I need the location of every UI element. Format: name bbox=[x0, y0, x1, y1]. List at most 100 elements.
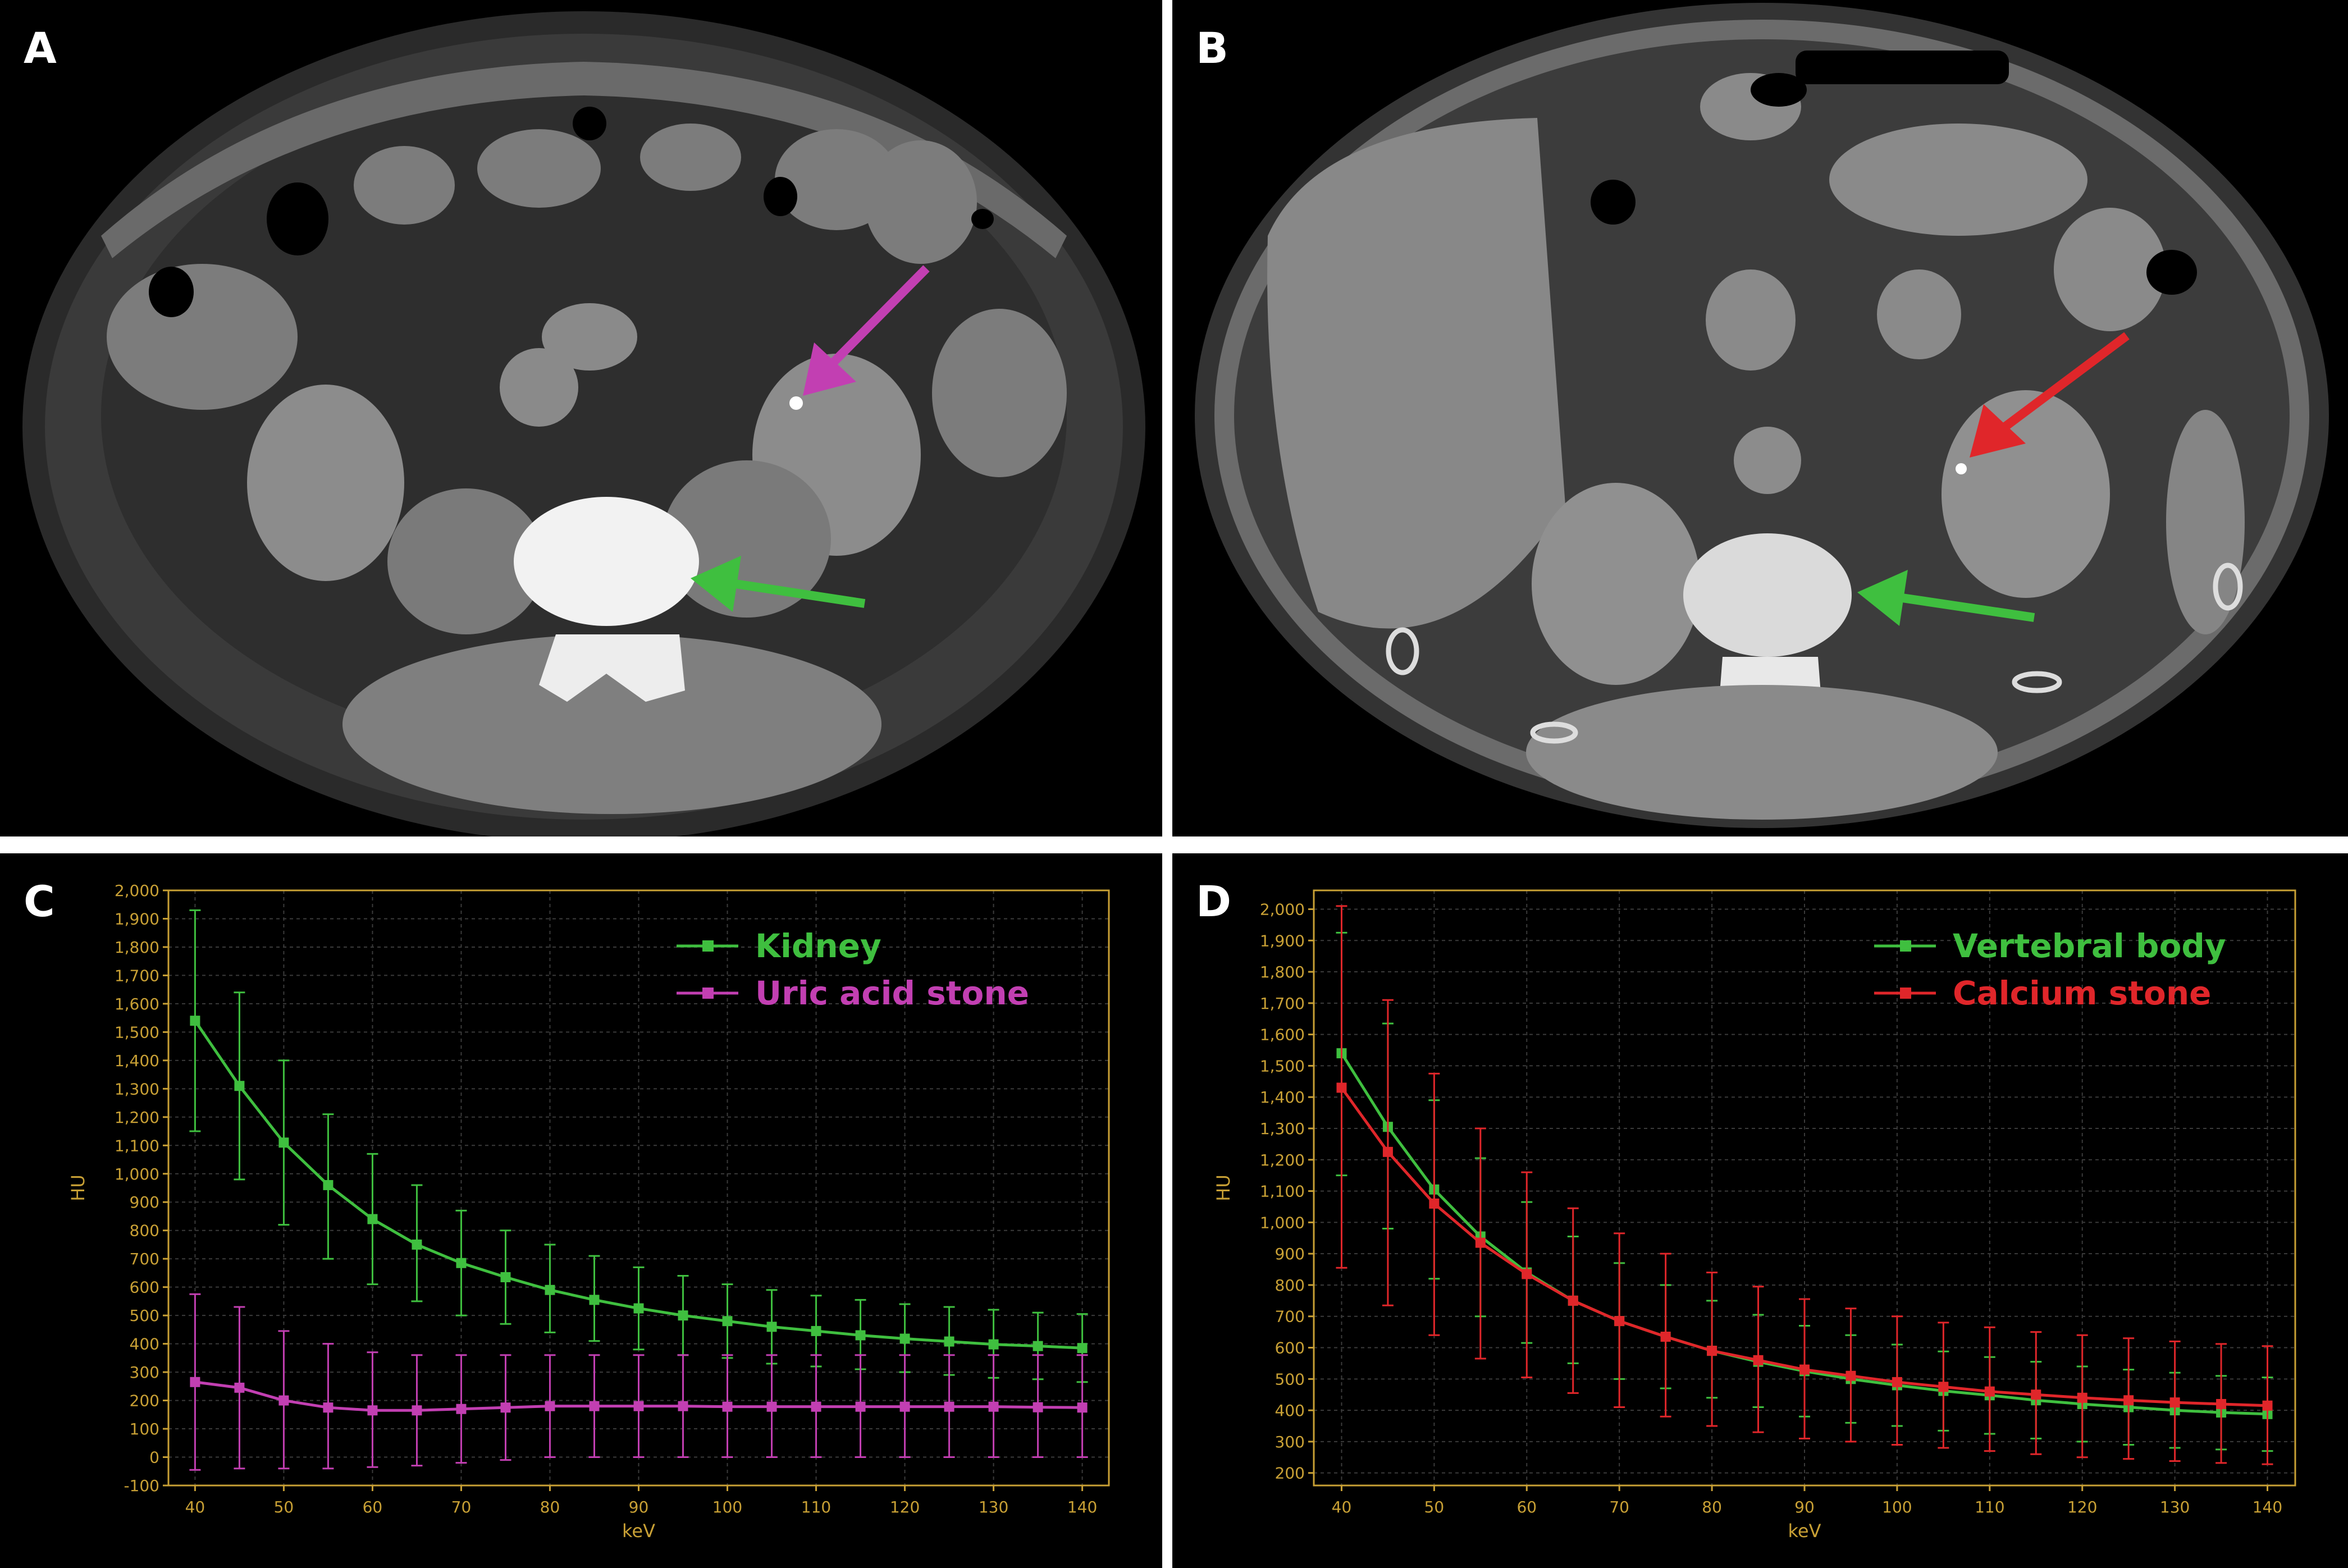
data-point bbox=[190, 1016, 200, 1026]
data-point bbox=[1892, 1377, 1902, 1387]
panel-letter-d: D bbox=[1196, 876, 1232, 926]
data-point bbox=[855, 1401, 866, 1412]
red-arrow-b bbox=[1970, 332, 2130, 458]
y-tick-label: 0 bbox=[149, 1448, 159, 1467]
y-tick-label: 1,000 bbox=[115, 1165, 159, 1183]
data-point bbox=[633, 1303, 644, 1314]
x-tick-label: 90 bbox=[1794, 1498, 1815, 1516]
y-tick-label: 900 bbox=[130, 1193, 159, 1212]
x-tick-label: 140 bbox=[2253, 1498, 2282, 1516]
data-point bbox=[1429, 1198, 1440, 1209]
y-tick-label: 1,500 bbox=[115, 1023, 159, 1041]
legend-label: Uric acid stone bbox=[755, 974, 1029, 1012]
series-2 bbox=[1336, 905, 2273, 1465]
data-point bbox=[278, 1395, 289, 1406]
green-arrow-b bbox=[1857, 570, 2035, 626]
ct-panel-a: A bbox=[0, 0, 1162, 836]
data-point bbox=[766, 1322, 777, 1332]
data-point bbox=[1522, 1269, 1532, 1279]
data-point bbox=[1660, 1332, 1671, 1342]
data-point bbox=[412, 1405, 422, 1416]
data-point bbox=[234, 1081, 245, 1091]
y-tick-label: 400 bbox=[130, 1335, 159, 1354]
liver-b bbox=[1267, 118, 1565, 629]
data-point bbox=[1382, 1146, 1393, 1157]
vertebral-body-a bbox=[514, 497, 699, 626]
data-point bbox=[988, 1401, 999, 1412]
left-kidney-b bbox=[1942, 390, 2110, 598]
magenta-arrow-a bbox=[803, 265, 930, 396]
legend-label: Calcium stone bbox=[1953, 974, 2212, 1012]
y-tick-label: 1,600 bbox=[1260, 1026, 1305, 1044]
y-tick-label: 1,700 bbox=[1260, 994, 1305, 1013]
y-axis-label: HU bbox=[67, 1174, 89, 1201]
panel-letter-a: A bbox=[24, 23, 57, 73]
data-point bbox=[589, 1401, 600, 1411]
uric-acid-stone-a bbox=[789, 396, 803, 410]
right-kidney-b bbox=[1532, 483, 1700, 685]
y-tick-label: 1,100 bbox=[115, 1136, 159, 1155]
data-point bbox=[500, 1402, 511, 1413]
y-tick-label: 700 bbox=[1275, 1308, 1305, 1326]
y-tick-label: 1,200 bbox=[1260, 1151, 1305, 1169]
data-point bbox=[278, 1137, 289, 1148]
y-tick-label: 200 bbox=[130, 1392, 159, 1410]
x-tick-label: 100 bbox=[1882, 1498, 1912, 1516]
data-point bbox=[367, 1214, 378, 1224]
data-point bbox=[456, 1258, 467, 1268]
x-tick-label: 120 bbox=[2067, 1498, 2097, 1516]
data-point bbox=[1568, 1295, 1578, 1306]
y-tick-label: 1,300 bbox=[1260, 1119, 1305, 1138]
x-tick-label: 140 bbox=[1067, 1498, 1097, 1516]
x-tick-label: 70 bbox=[451, 1498, 472, 1516]
data-point bbox=[589, 1295, 600, 1305]
y-tick-label: 600 bbox=[1275, 1339, 1305, 1357]
x-tick-label: 80 bbox=[540, 1498, 560, 1516]
y-tick-label: 400 bbox=[1275, 1401, 1305, 1420]
data-point bbox=[2123, 1395, 2134, 1406]
y-tick-label: 700 bbox=[130, 1250, 159, 1268]
data-point bbox=[412, 1239, 422, 1250]
x-tick-label: 40 bbox=[185, 1498, 205, 1516]
x-tick-label: 120 bbox=[890, 1498, 920, 1516]
vertebral-body-b bbox=[1683, 533, 1852, 657]
x-tick-label: 110 bbox=[801, 1498, 831, 1516]
y-axis-label: HU bbox=[1213, 1174, 1234, 1201]
data-point bbox=[545, 1401, 555, 1411]
data-point bbox=[1753, 1355, 1764, 1365]
data-point bbox=[1707, 1346, 1717, 1356]
y-tick-label: 1,700 bbox=[115, 966, 159, 985]
data-point bbox=[1845, 1370, 1856, 1381]
y-tick-label: -100 bbox=[124, 1476, 159, 1495]
y-tick-label: 800 bbox=[1275, 1276, 1305, 1295]
green-arrow-a bbox=[691, 556, 866, 612]
data-point bbox=[944, 1401, 954, 1412]
legend: Kidney Uric acid stone bbox=[677, 927, 1029, 1012]
data-point bbox=[1033, 1341, 1043, 1351]
data-point bbox=[1938, 1382, 1949, 1392]
data-point bbox=[1984, 1386, 1995, 1397]
ct-image-a bbox=[22, 11, 1145, 836]
y-tick-label: 500 bbox=[130, 1306, 159, 1325]
y-tick-label: 500 bbox=[1275, 1370, 1305, 1388]
data-point bbox=[1077, 1402, 1088, 1413]
grid bbox=[168, 890, 1109, 1486]
data-point bbox=[2262, 1400, 2273, 1411]
data-point bbox=[2169, 1397, 2180, 1408]
data-point bbox=[678, 1310, 688, 1321]
y-tick-label: 1,800 bbox=[1260, 963, 1305, 981]
data-point bbox=[2216, 1398, 2227, 1409]
x-tick-label: 60 bbox=[363, 1498, 383, 1516]
legend-label: Vertebral body bbox=[1953, 927, 2226, 965]
x-tick-label: 60 bbox=[1516, 1498, 1537, 1516]
data-point bbox=[1614, 1316, 1625, 1327]
legend-marker bbox=[702, 988, 714, 999]
data-point bbox=[855, 1330, 866, 1341]
series-2 bbox=[189, 1293, 1088, 1471]
spectral-chart-c: -100 0 100 200 300 400 500 600 700 800 900 1,000 1,1… bbox=[67, 881, 1110, 1542]
y-tick-label: 1,900 bbox=[1260, 931, 1305, 950]
x-tick-label: 130 bbox=[979, 1498, 1008, 1516]
x-tick-label: 90 bbox=[629, 1498, 649, 1516]
data-point bbox=[500, 1272, 511, 1282]
y-tick-label: 100 bbox=[130, 1420, 159, 1438]
